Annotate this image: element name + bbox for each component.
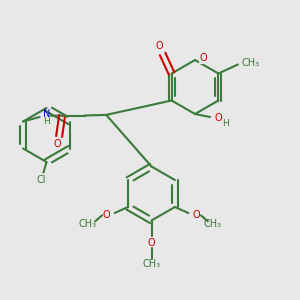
Text: O: O [193,209,201,220]
Text: O: O [200,53,207,64]
Text: H: H [43,117,50,126]
Text: H: H [222,119,229,128]
Text: Cl: Cl [36,175,46,185]
Text: O: O [54,139,61,149]
Text: CH₃: CH₃ [242,58,260,68]
Text: N: N [43,109,50,119]
Text: O: O [148,238,155,248]
Text: CH₃: CH₃ [79,219,97,230]
Text: O: O [214,112,222,123]
Text: O: O [156,40,164,51]
Text: O: O [102,209,110,220]
Text: CH₃: CH₃ [142,259,160,269]
Text: CH₃: CH₃ [204,219,222,230]
